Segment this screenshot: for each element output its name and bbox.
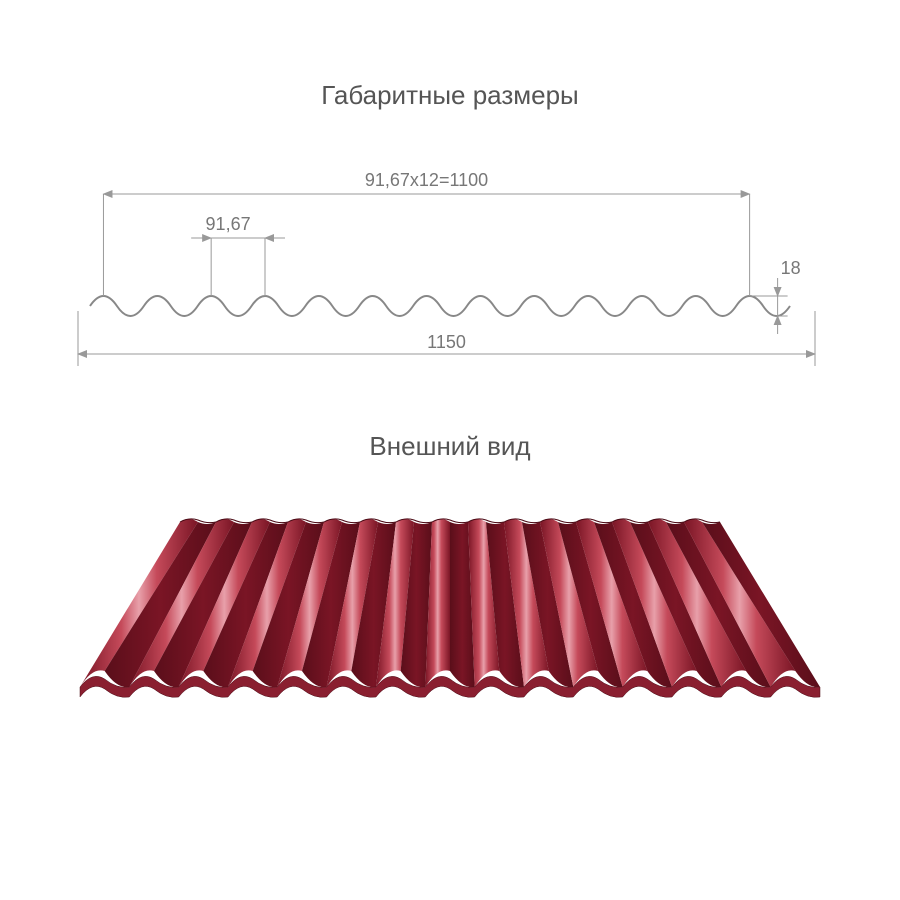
appearance-title: Внешний вид	[369, 431, 530, 462]
profile-diagram: 91,67x12=1100 91,67 18 1150	[70, 156, 830, 381]
pitch-label: 91,67	[206, 214, 251, 234]
dimensions-title: Габаритные размеры	[321, 80, 579, 111]
wave-profile	[90, 296, 790, 316]
render-diagram	[70, 492, 830, 737]
total-width-label: 1150	[427, 332, 466, 352]
profile-svg: 91,67x12=1100 91,67 18 1150	[70, 156, 830, 376]
render-svg	[70, 492, 830, 732]
working-width-label: 91,67x12=1100	[365, 170, 488, 190]
height-label: 18	[781, 258, 801, 278]
